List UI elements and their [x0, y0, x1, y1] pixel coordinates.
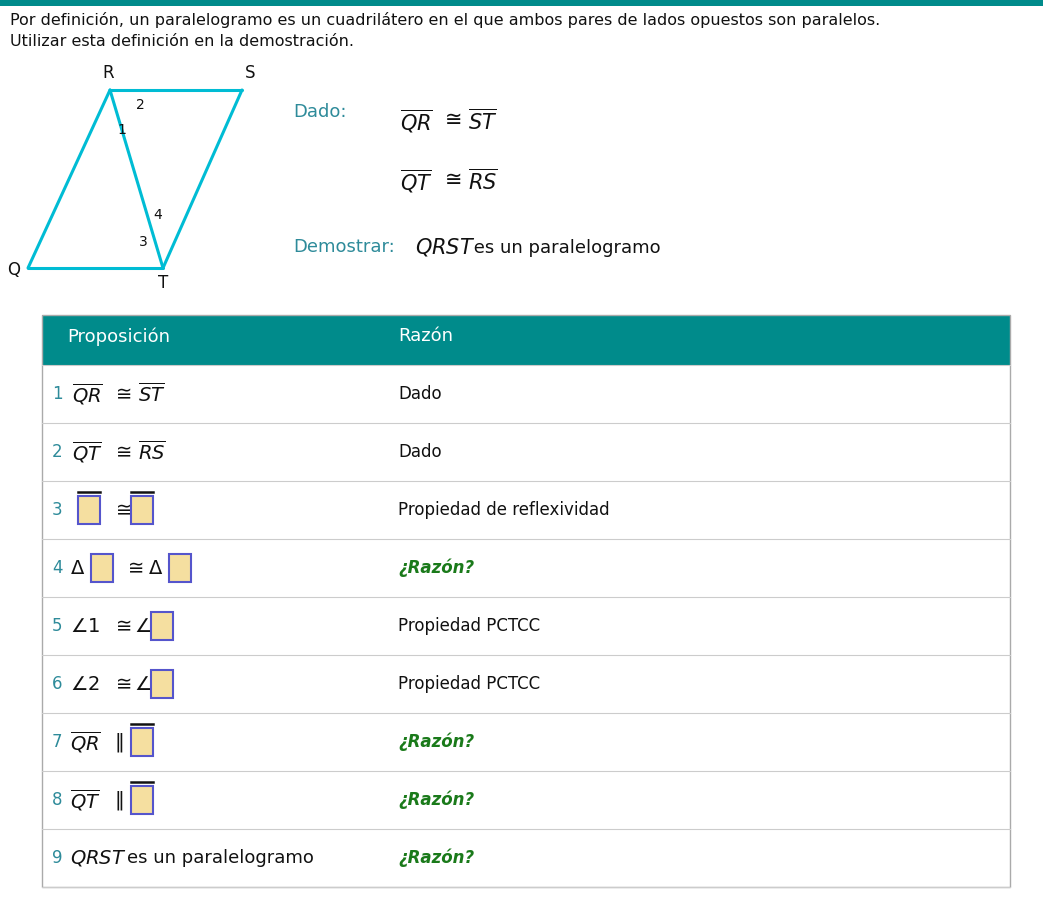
Bar [42, 315, 1010, 887]
Text: Propiedad de reflexividad: Propiedad de reflexividad [398, 501, 609, 519]
Text: $\cong$: $\cong$ [112, 384, 132, 403]
Text: Por definición, un paralelogramo es un cuadrilátero en el que ambos pares de lad: Por definición, un paralelogramo es un c… [10, 12, 880, 28]
Text: $\|$: $\|$ [114, 731, 123, 754]
Text: $\cong$: $\cong$ [112, 675, 132, 694]
Text: Dado: Dado [398, 443, 441, 461]
Text: 3: 3 [52, 501, 63, 519]
Text: 4: 4 [52, 559, 63, 577]
Text: S: S [245, 64, 256, 82]
Text: Razón: Razón [398, 327, 453, 345]
Text: 4: 4 [153, 208, 163, 222]
Text: Proposición: Proposición [67, 327, 170, 346]
Text: $\overline{RS}$: $\overline{RS}$ [138, 440, 166, 464]
Text: $\angle$: $\angle$ [134, 675, 151, 694]
Bar [131, 496, 153, 524]
Text: Propiedad PCTCC: Propiedad PCTCC [398, 617, 540, 635]
Text: 6: 6 [52, 675, 63, 693]
Text: $\Delta$: $\Delta$ [70, 558, 86, 577]
Bar [151, 612, 173, 640]
Text: ¿Razón?: ¿Razón? [398, 791, 475, 809]
Text: $\angle 1$: $\angle 1$ [70, 617, 100, 636]
Text: $\overline{QR}$: $\overline{QR}$ [70, 729, 101, 755]
Text: $\overline{RS}$: $\overline{RS}$ [468, 168, 498, 193]
Text: $\cong$: $\cong$ [112, 617, 132, 636]
Text: Propiedad PCTCC: Propiedad PCTCC [398, 675, 540, 693]
Text: $\overline{ST}$: $\overline{ST}$ [138, 382, 166, 406]
Text: R: R [102, 64, 114, 82]
Text: 2: 2 [52, 443, 63, 461]
Text: T: T [157, 274, 168, 292]
Text: $\cong$: $\cong$ [440, 168, 461, 188]
Text: $\cong$: $\cong$ [112, 442, 132, 461]
Text: 8: 8 [52, 791, 63, 809]
Text: ¿Razón?: ¿Razón? [398, 733, 475, 751]
Text: es un paralelogramo: es un paralelogramo [127, 849, 314, 867]
Text: $QRST$: $QRST$ [415, 236, 476, 258]
Text: $\angle$: $\angle$ [134, 617, 151, 636]
Text: $QRST$: $QRST$ [70, 848, 126, 868]
Text: ¿Razón?: ¿Razón? [398, 849, 475, 867]
Text: $\overline{QT}$: $\overline{QT}$ [401, 168, 433, 195]
Text: es un paralelogramo: es un paralelogramo [468, 239, 660, 257]
Text: Demostrar:: Demostrar: [293, 238, 394, 256]
Bar [42, 315, 1010, 365]
Bar [131, 728, 153, 756]
Text: 7: 7 [52, 733, 63, 751]
Text: $\cong$: $\cong$ [440, 108, 461, 128]
Text: Dado:: Dado: [293, 103, 346, 121]
Text: 5: 5 [52, 617, 63, 635]
Text: $\cong$: $\cong$ [124, 558, 144, 577]
Text: 3: 3 [139, 235, 147, 249]
Bar [131, 786, 153, 814]
Text: $\cong$: $\cong$ [112, 500, 132, 519]
Text: $\Delta$: $\Delta$ [148, 558, 163, 577]
Text: $\|$: $\|$ [114, 788, 123, 812]
Text: $\overline{QT}$: $\overline{QT}$ [70, 787, 100, 813]
Text: 1: 1 [52, 385, 63, 403]
Text: $\overline{QR}$: $\overline{QR}$ [401, 108, 433, 135]
Bar [169, 554, 191, 582]
Bar [0, 0, 1043, 6]
Text: ¿Razón?: ¿Razón? [398, 558, 475, 577]
Bar [78, 496, 100, 524]
Text: 2: 2 [136, 98, 144, 112]
Text: Utilizar esta definición en la demostración.: Utilizar esta definición en la demostrac… [10, 34, 354, 49]
Text: $\overline{QT}$: $\overline{QT}$ [72, 439, 102, 465]
Bar [91, 554, 113, 582]
Text: 9: 9 [52, 849, 63, 867]
Text: $\angle 2$: $\angle 2$ [70, 675, 100, 694]
Text: $\overline{ST}$: $\overline{ST}$ [468, 108, 498, 133]
Bar [151, 670, 173, 698]
Text: 1: 1 [118, 123, 126, 137]
Text: Q: Q [7, 261, 20, 279]
Text: $\overline{QR}$: $\overline{QR}$ [72, 381, 103, 407]
Text: Dado: Dado [398, 385, 441, 403]
